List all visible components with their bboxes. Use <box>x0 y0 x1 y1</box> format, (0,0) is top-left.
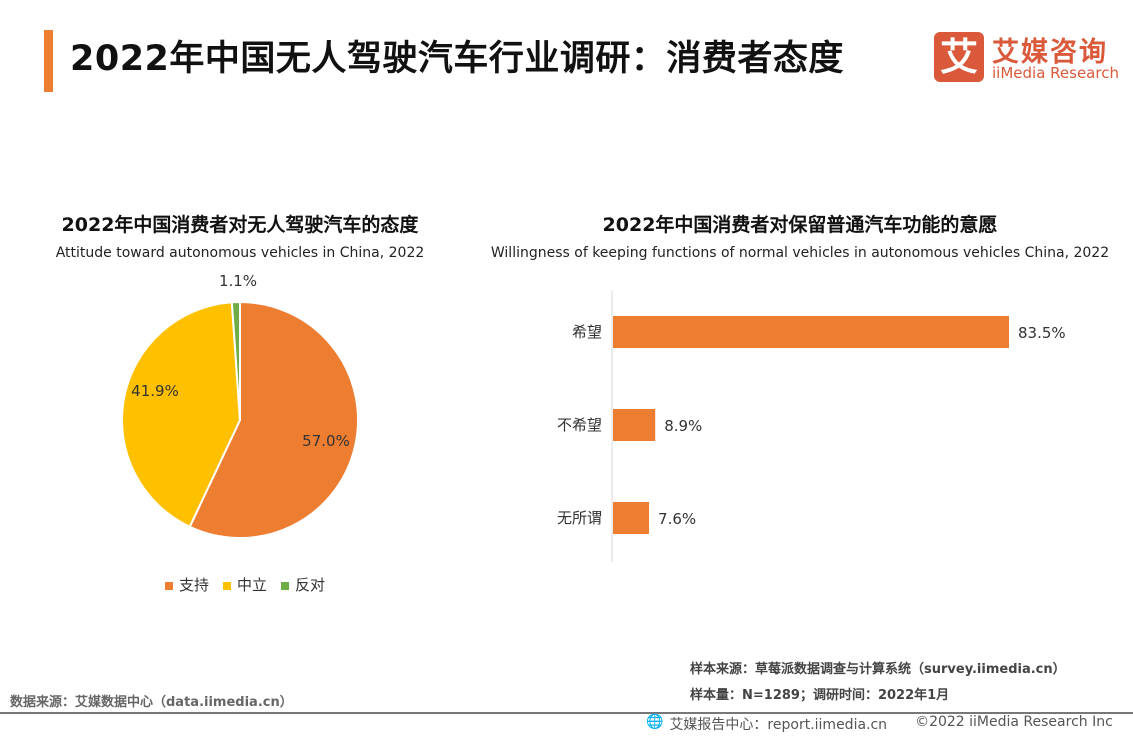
report-center-link[interactable]: 艾媒报告中心：report.iimedia.cn <box>669 717 888 733</box>
pie-legend: 支持 中立 反对 <box>165 574 325 595</box>
legend-swatch <box>281 581 290 590</box>
pie-chart-title: 2022年中国消费者对无人驾驶汽车的态度 <box>61 214 419 236</box>
legend-label: 反对 <box>295 576 326 594</box>
pie-slice-2 <box>230 300 241 421</box>
bar-0 <box>613 316 1009 348</box>
title-accent-bar <box>44 30 53 92</box>
bar-data-label: 8.9% <box>664 417 702 435</box>
globe-icon: 🌐 <box>646 714 664 730</box>
pie-chart: 57.0% 41.9% 1.1% <box>121 272 359 539</box>
bar-chart-title: 2022年中国消费者对保留普通汽车功能的意愿 <box>602 214 998 236</box>
copyright: ©2022 iiMedia Research Inc <box>915 714 1113 730</box>
legend-swatch <box>223 581 232 590</box>
sample-source: 样本来源：草莓派数据调查与计算系统（survey.iimedia.cn） <box>690 662 1066 677</box>
data-source: 数据来源：艾媒数据中心（data.iimedia.cn） <box>10 695 293 710</box>
pie-slice-0 <box>188 300 359 539</box>
legend-label: 支持 <box>179 576 210 594</box>
pie-data-label: 41.9% <box>131 382 179 400</box>
logo-text-cn: 艾媒咨询 <box>992 37 1108 68</box>
bar-2 <box>613 502 650 534</box>
bar-chart: 希望 83.5% 不希望 8.9% 无所谓 7.6% <box>557 290 1066 562</box>
logo-icon: 艾 <box>934 32 984 82</box>
bar-category-label: 无所谓 <box>557 509 602 527</box>
pie-data-label: 1.1% <box>219 272 257 290</box>
legend-item-oppose: 反对 <box>281 574 325 595</box>
logo-text-en: iiMedia Research <box>992 64 1119 82</box>
bar-category-label: 希望 <box>572 323 602 341</box>
legend-label: 中立 <box>237 576 268 594</box>
bar-data-label: 83.5% <box>1018 324 1066 342</box>
bar-data-label: 7.6% <box>658 510 696 528</box>
bar-category-label: 不希望 <box>557 416 602 434</box>
legend-item-support: 支持 <box>165 574 209 595</box>
bar-chart-subtitle: Willingness of keeping functions of norm… <box>490 245 1110 261</box>
pie-slice-1 <box>121 301 242 529</box>
bar-1 <box>613 409 656 441</box>
footer-bar: 🌐 艾媒报告中心：report.iimedia.cn ©2022 iiMedia… <box>646 714 1113 734</box>
legend-swatch <box>165 581 173 590</box>
footer-divider <box>0 712 1133 714</box>
sample-size: 样本量：N=1289；调研时间：2022年1月 <box>690 688 950 703</box>
pie-data-label: 57.0% <box>302 432 350 450</box>
legend-item-neutral: 中立 <box>223 574 267 595</box>
page-title: 2022年中国无人驾驶汽车行业调研：消费者态度 <box>70 39 844 79</box>
pie-chart-subtitle: Attitude toward autonomous vehicles in C… <box>55 245 425 261</box>
